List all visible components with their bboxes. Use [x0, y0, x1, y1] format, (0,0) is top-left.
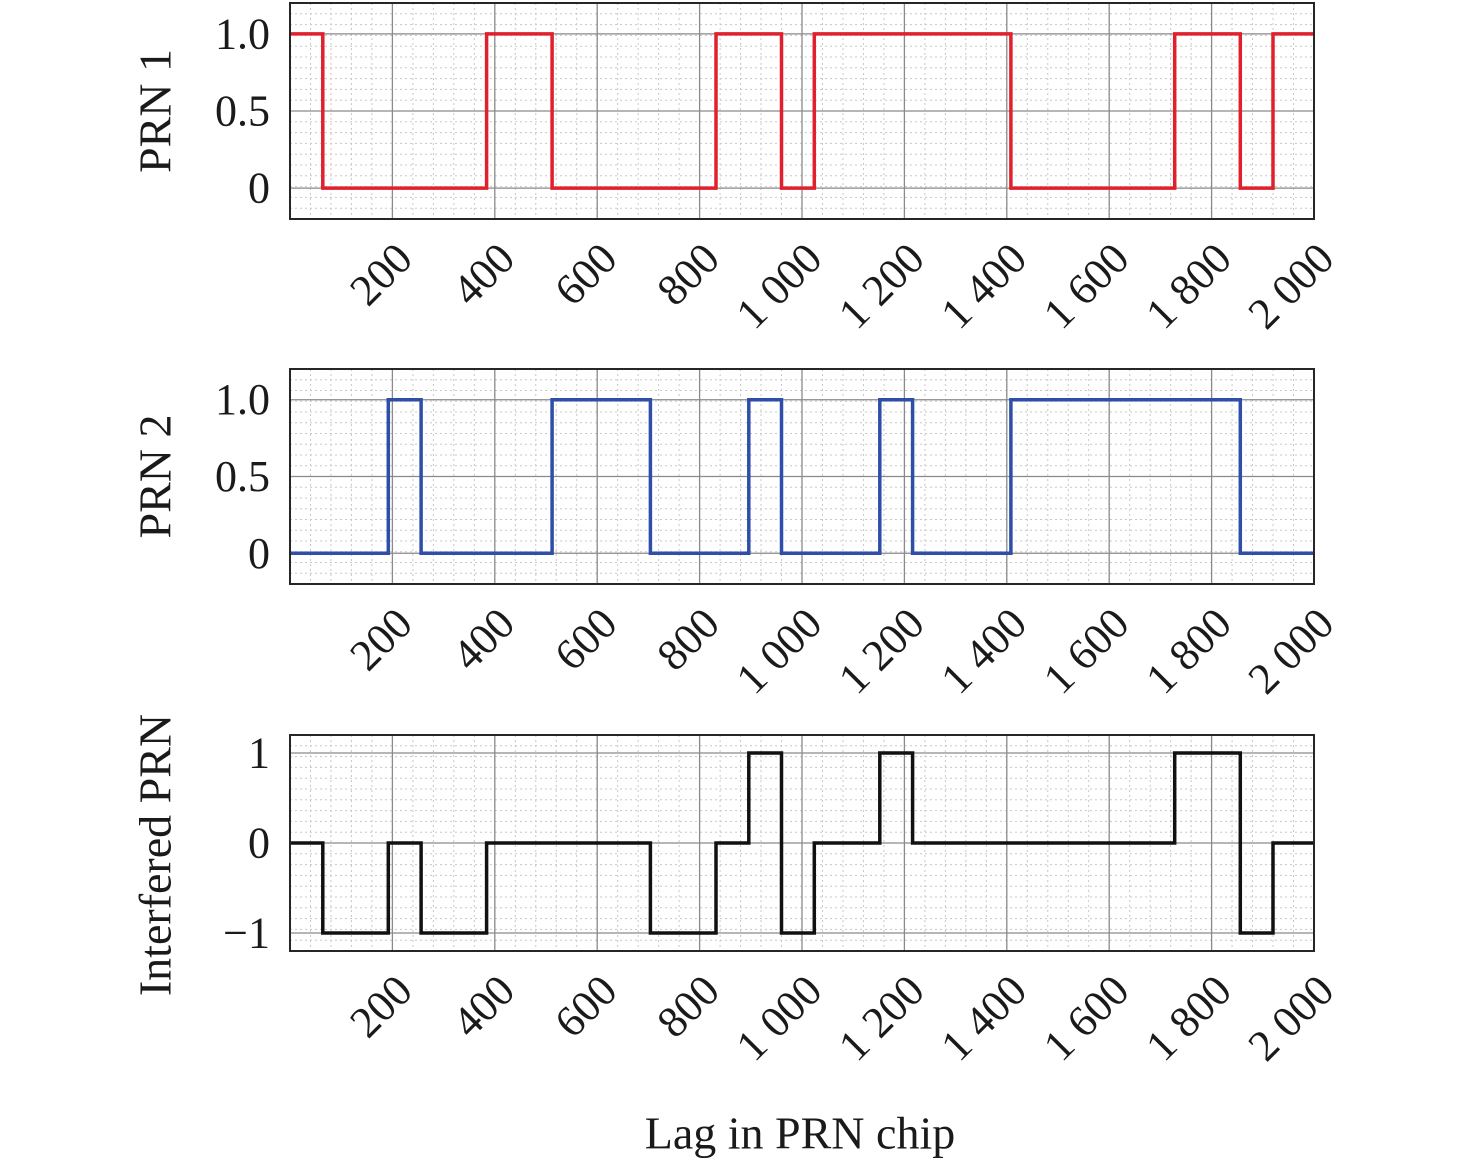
x-tick-label: 200	[340, 234, 421, 315]
x-tick-label: 400	[443, 234, 524, 315]
y-tick-label: 1	[248, 729, 270, 778]
y-axis-label: PRN 2	[130, 415, 181, 539]
y-tick-label: 0.5	[215, 452, 270, 501]
y-tick-label: −1	[223, 909, 270, 958]
y-tick-label: 0	[248, 164, 270, 213]
x-tick-label: 1 800	[1136, 599, 1241, 704]
x-tick-label: 400	[443, 966, 524, 1047]
x-tick-label: 800	[648, 234, 729, 315]
x-tick-label: 1 000	[727, 599, 832, 704]
y-tick-label: 0	[248, 529, 270, 578]
y-tick-label: 0	[248, 819, 270, 868]
y-axis-label: PRN 1	[130, 49, 181, 173]
x-tick-label: 1 200	[829, 599, 934, 704]
x-tick-label: 200	[340, 599, 421, 680]
y-tick-label: 1.0	[215, 375, 270, 424]
x-tick-label: 600	[545, 966, 626, 1047]
series-line-prn-2	[290, 397, 1314, 556]
x-tick-label: 2 000	[1239, 599, 1344, 704]
y-tick-label: 1.0	[215, 9, 270, 58]
x-tick-label: 1 000	[727, 234, 832, 339]
x-tick-label: 400	[443, 599, 524, 680]
x-tick-label: 800	[648, 966, 729, 1047]
x-tick-label: 1 400	[931, 234, 1036, 339]
x-tick-label: 2 000	[1239, 966, 1344, 1071]
x-tick-label: 600	[545, 234, 626, 315]
axes-frame	[289, 734, 1315, 952]
series-line-interfered-prn	[290, 751, 1314, 935]
x-tick-label: 200	[340, 966, 421, 1047]
y-tick-label: 0.5	[215, 87, 270, 136]
x-tick-label: 1 600	[1034, 966, 1139, 1071]
x-tick-label: 1 600	[1034, 234, 1139, 339]
x-tick-label: 600	[545, 599, 626, 680]
x-tick-label: 1 400	[931, 966, 1036, 1071]
series-line-prn-1	[290, 32, 1314, 190]
axes-frame	[289, 368, 1315, 585]
x-tick-label: 1 200	[829, 966, 934, 1071]
y-axis-label: Interfered PRN	[130, 714, 181, 996]
x-tick-label: 1 800	[1136, 966, 1241, 1071]
x-tick-label: 800	[648, 599, 729, 680]
x-tick-label: 1 600	[1034, 599, 1139, 704]
x-tick-label: 1 400	[931, 599, 1036, 704]
x-tick-label: 1 000	[727, 966, 832, 1071]
x-tick-label: 1 800	[1136, 234, 1241, 339]
axes-frame	[289, 2, 1315, 220]
x-tick-label: 2 000	[1239, 234, 1344, 339]
x-axis-label: Lag in PRN chip	[645, 1108, 955, 1159]
x-tick-label: 1 200	[829, 234, 934, 339]
